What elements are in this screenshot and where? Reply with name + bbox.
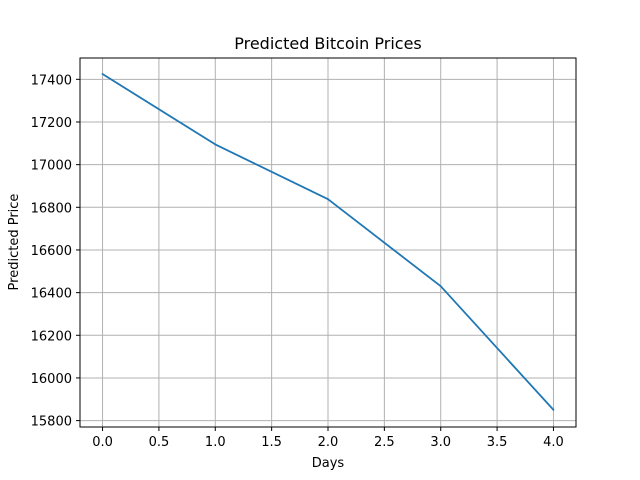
x-tick-label: 4.0 — [543, 435, 564, 450]
y-axis-ticks: 15800 16000 16200 16400 16600 16800 17000 17200… — [31, 73, 80, 430]
x-tick-label: 1.5 — [261, 435, 282, 450]
y-tick-label: 16400 — [31, 287, 72, 302]
x-axis-ticks: 0.0 0.5 1.0 1.5 2.0 2.5 3.0 3.5 4.0 — [92, 427, 564, 450]
x-tick-label: 0.0 — [92, 435, 113, 450]
y-axis-label: Predicted Price — [7, 194, 22, 291]
data-point — [327, 198, 329, 201]
data-point — [214, 143, 217, 146]
x-axis-label: Days — [312, 456, 345, 471]
chart-title: Predicted Bitcoin Prices — [234, 34, 422, 53]
y-tick-label: 16000 — [31, 372, 72, 387]
x-tick-label: 1.0 — [205, 435, 226, 450]
x-tick-label: 3.5 — [487, 435, 508, 450]
series-layer — [101, 73, 555, 411]
x-tick-label: 3.0 — [430, 435, 451, 450]
y-tick-label: 17400 — [31, 73, 72, 88]
x-tick-label: 2.0 — [318, 435, 339, 450]
y-tick-label: 15800 — [31, 415, 72, 430]
y-tick-label: 17200 — [31, 116, 72, 131]
y-tick-label: 16200 — [31, 329, 72, 344]
data-point — [439, 285, 442, 288]
x-tick-label: 0.5 — [149, 435, 170, 450]
y-tick-label: 17000 — [31, 159, 72, 174]
y-tick-label: 16800 — [31, 201, 72, 216]
grid — [80, 58, 576, 427]
data-point — [552, 409, 555, 411]
x-tick-label: 2.5 — [374, 435, 395, 450]
data-point — [101, 73, 104, 75]
y-tick-label: 16600 — [31, 244, 72, 259]
